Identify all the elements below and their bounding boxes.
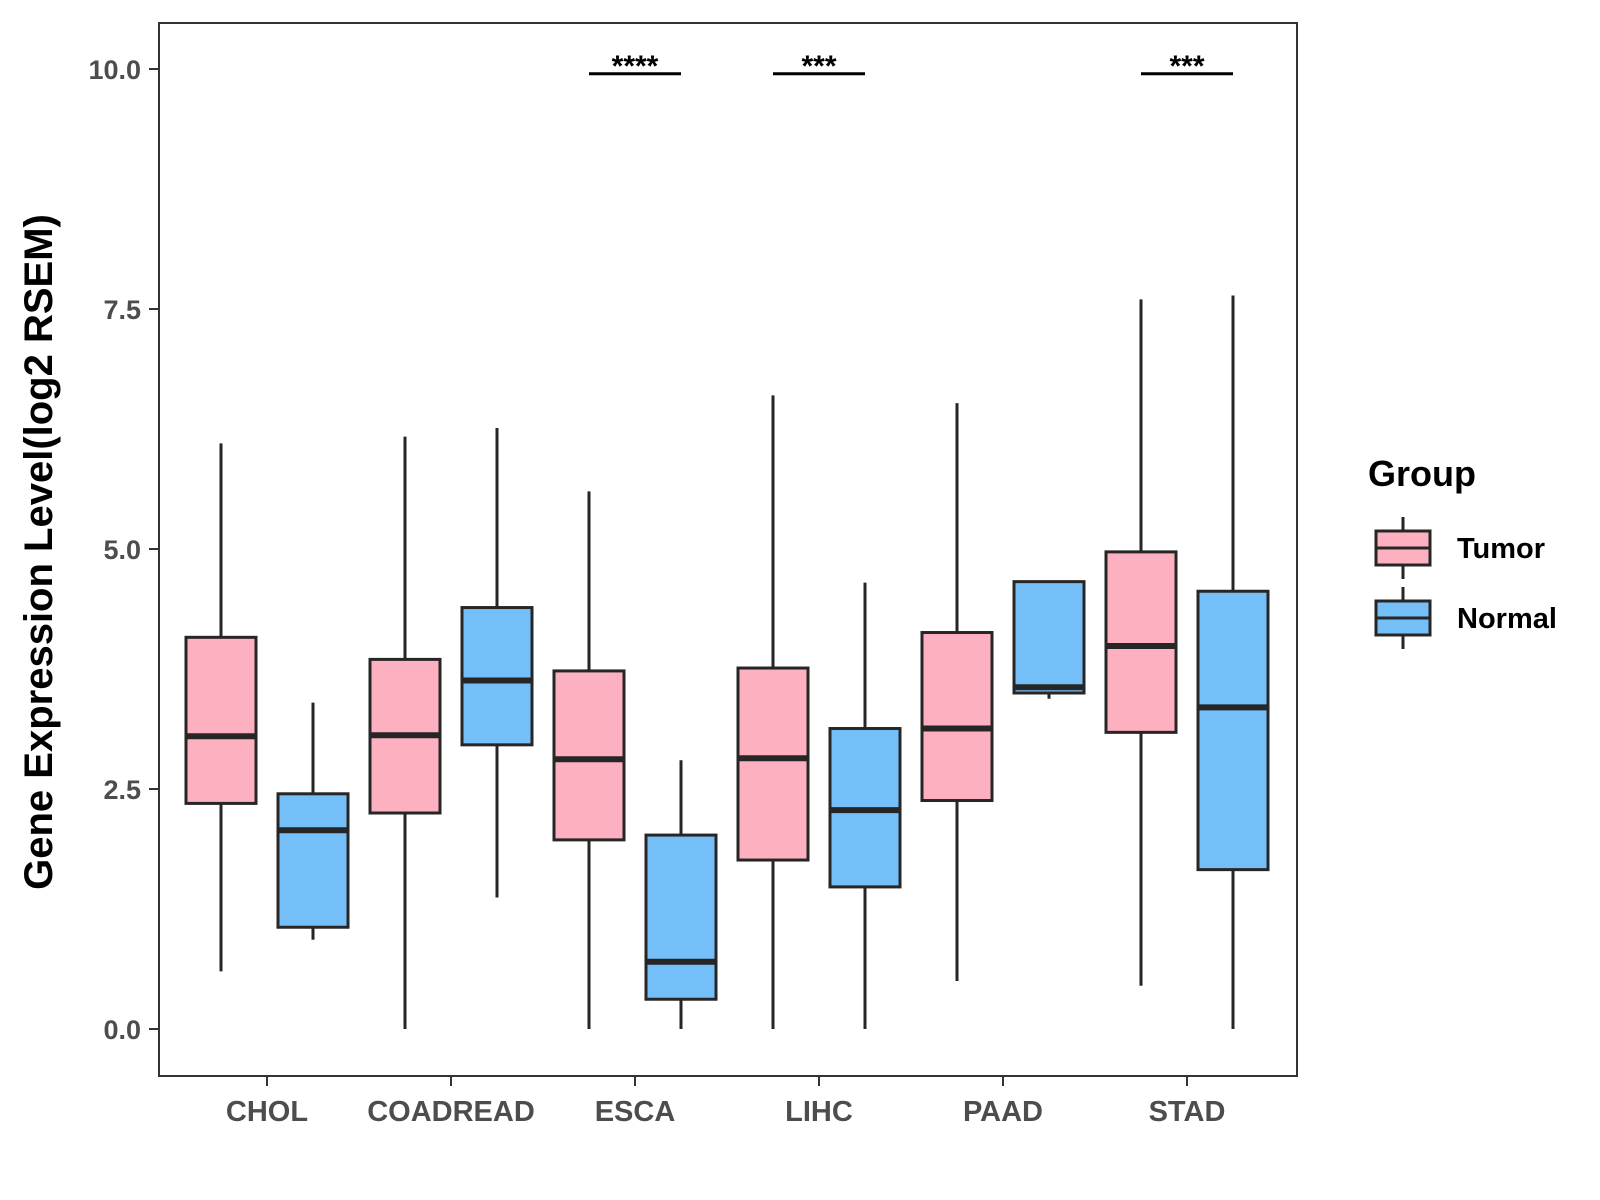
y-tick-label: 5.0 (103, 535, 141, 565)
box-tumor-chol (184, 443, 258, 972)
box-normal-coadread (460, 428, 534, 898)
significance-label: *** (801, 50, 836, 83)
box-body (184, 635, 258, 805)
legend-label: Normal (1457, 603, 1557, 635)
box-normal-stad (1196, 295, 1270, 1029)
significance-esca: **** (589, 50, 681, 83)
box-body (920, 631, 994, 803)
box-tumor-esca (552, 491, 626, 1029)
legend-entry-tumor: Tumor (1374, 517, 1545, 579)
plot-area: 0.0 2.5 5.0 7.5 10.0 CHOL COADREAD ESCA LIHC PAAD… (88, 22, 1298, 1128)
box-tumor-stad (1104, 299, 1178, 986)
box-body (1196, 589, 1270, 872)
box-body (1104, 550, 1178, 734)
box-normal-chol (276, 702, 350, 940)
box-body (1012, 580, 1086, 695)
box-normal-paad (1012, 580, 1086, 699)
significance-label: *** (1169, 50, 1204, 83)
x-tick-label: COADREAD (367, 1096, 535, 1128)
significance-label: **** (612, 50, 659, 83)
box-body (644, 833, 718, 1001)
box-tumor-paad (920, 403, 994, 981)
legend-title: Group (1368, 453, 1476, 494)
x-tick-label: PAAD (963, 1096, 1043, 1128)
x-tick-label: LIHC (785, 1096, 853, 1128)
y-tick-label: 7.5 (103, 295, 141, 325)
box-normal-lihc (828, 582, 902, 1029)
box-body (276, 792, 350, 929)
box-body (552, 669, 626, 842)
legend-entry-normal: Normal (1374, 587, 1557, 649)
box-tumor-coadread (368, 436, 442, 1029)
x-tick-label: CHOL (226, 1096, 308, 1128)
x-tick-label: STAD (1149, 1096, 1226, 1128)
legend: Group Tumor Normal (1368, 453, 1557, 649)
box-body (736, 666, 810, 862)
legend-label: Tumor (1457, 533, 1545, 565)
y-tick-label: 2.5 (103, 775, 141, 805)
y-axis-label: Gene Expression Level(log2 RSEM) (17, 214, 61, 890)
significance-stad: *** (1141, 50, 1233, 83)
box-normal-esca (644, 760, 718, 1029)
x-tick-label: ESCA (595, 1096, 676, 1128)
y-tick-label: 10.0 (88, 55, 141, 85)
box-tumor-lihc (736, 395, 810, 1029)
y-tick-label: 0.0 (103, 1015, 141, 1045)
significance-lihc: *** (773, 50, 865, 83)
box-body (460, 606, 534, 747)
